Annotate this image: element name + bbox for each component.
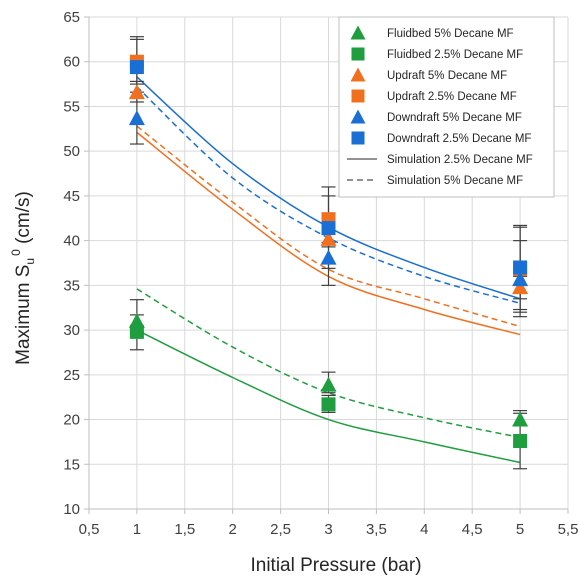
x-axis-title: Initial Pressure (bar) bbox=[250, 555, 421, 576]
y-tick-label: 40 bbox=[63, 233, 80, 250]
data-markers bbox=[128, 54, 529, 449]
legend: Fluidbed 5% Decane MF Fluidbed 2.5% Decan… bbox=[338, 16, 555, 198]
data-point bbox=[321, 221, 336, 236]
y-axis-title-unit: (cm/s) bbox=[13, 191, 34, 249]
data-point bbox=[512, 411, 529, 427]
x-tick-label: 1 bbox=[133, 521, 141, 538]
y-tick-label: 65 bbox=[63, 9, 80, 26]
x-tick-label: 3 bbox=[324, 521, 332, 538]
data-point bbox=[512, 279, 529, 295]
x-tick-label: 4 bbox=[420, 521, 428, 538]
y-axis-title-sup: 0 bbox=[9, 249, 23, 256]
data-point bbox=[129, 324, 144, 339]
y-tick-label: 10 bbox=[63, 501, 80, 518]
simulation-line bbox=[136, 329, 521, 464]
legend-label: Updraft 2.5% Decane MF bbox=[387, 91, 517, 103]
legend-marker bbox=[351, 47, 365, 61]
x-tick-label: 3,5 bbox=[366, 521, 387, 538]
x-tick-label: 2,5 bbox=[270, 521, 291, 538]
simulation-line bbox=[136, 288, 521, 439]
y-tick-label: 60 bbox=[63, 54, 80, 71]
data-point bbox=[513, 434, 528, 449]
simulation-line bbox=[136, 125, 521, 328]
data-point bbox=[128, 110, 145, 126]
axes bbox=[84, 16, 569, 514]
legend-marker bbox=[350, 25, 366, 40]
legend-label: Simulation 5% Decane MF bbox=[387, 175, 523, 187]
data-point bbox=[513, 260, 528, 275]
legend-marker bbox=[350, 109, 366, 124]
x-tick-label: 5 bbox=[516, 521, 524, 538]
y-tick-label: 45 bbox=[63, 188, 80, 205]
data-point bbox=[320, 249, 337, 265]
legend-label: Fluidbed 5% Decane MF bbox=[387, 28, 514, 40]
y-axis-title: Maximum Su0 (cm/s) bbox=[9, 191, 37, 365]
data-point bbox=[320, 230, 337, 246]
data-point bbox=[129, 60, 144, 75]
x-tick-label: 2 bbox=[229, 521, 237, 538]
y-tick-label: 35 bbox=[63, 277, 80, 294]
x-tick-label: 1,5 bbox=[174, 521, 195, 538]
legend-box bbox=[338, 16, 555, 198]
legend-label: Fluidbed 2.5% Decane MF bbox=[387, 49, 523, 61]
x-tick-label: 4,5 bbox=[462, 521, 483, 538]
data-point bbox=[512, 271, 529, 287]
y-axis-title-main: Maximum S bbox=[13, 265, 34, 365]
y-tick-label: 55 bbox=[63, 98, 80, 115]
data-point bbox=[128, 84, 145, 100]
x-tick-label: 0,5 bbox=[79, 521, 100, 538]
legend-label: Downdraft 2.5% Decane MF bbox=[387, 133, 531, 145]
legend-marker bbox=[351, 89, 365, 103]
data-point bbox=[128, 313, 145, 329]
y-tick-label: 25 bbox=[63, 367, 80, 384]
y-axis-title-sub: u bbox=[23, 258, 37, 265]
y-tick-label: 30 bbox=[63, 322, 80, 339]
y-tick-label: 50 bbox=[63, 143, 80, 160]
legend-label: Updraft 5% Decane MF bbox=[387, 70, 507, 82]
legend-label: Downdraft 5% Decane MF bbox=[387, 112, 522, 124]
legend-marker bbox=[351, 131, 365, 145]
data-point bbox=[320, 376, 337, 392]
legend-label: Simulation 2.5% Decane MF bbox=[387, 154, 533, 166]
tick-labels: 0,5 1 1,5 2 2,5 3 3,5 4 4,5 5 5,5 10 15 20 25 30 35 40 45 5… bbox=[63, 9, 578, 538]
legend-marker bbox=[350, 67, 366, 82]
data-point bbox=[321, 397, 336, 412]
x-tick-label: 5,5 bbox=[558, 521, 579, 538]
y-tick-label: 20 bbox=[63, 412, 80, 429]
y-tick-label: 15 bbox=[63, 456, 80, 473]
